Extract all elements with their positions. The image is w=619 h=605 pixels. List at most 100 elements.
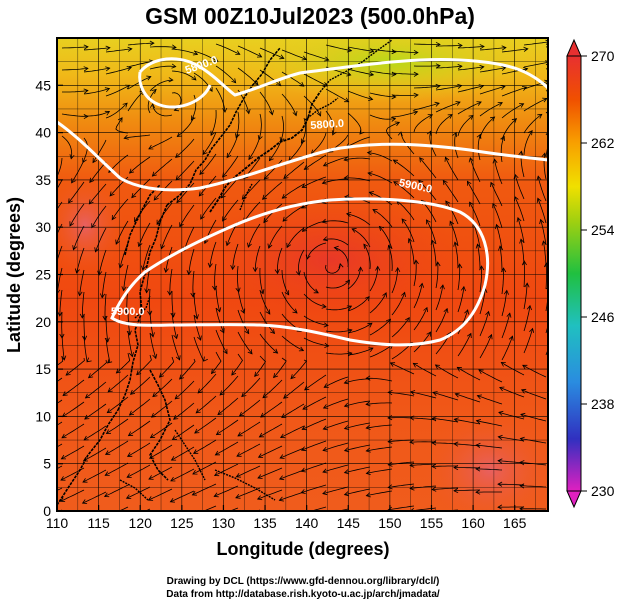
streamline xyxy=(57,399,63,404)
streamline-arrow xyxy=(501,65,507,71)
streamline xyxy=(83,335,88,362)
streamline xyxy=(477,244,481,270)
streamline-arrow xyxy=(551,133,555,138)
streamline-arrow xyxy=(88,199,94,205)
streamline xyxy=(432,392,459,401)
streamline-arrow xyxy=(413,71,419,77)
streamline-arrow xyxy=(60,454,66,460)
x-tick-label: 110 xyxy=(46,515,69,531)
streamline xyxy=(501,336,513,361)
streamline xyxy=(281,71,305,87)
streamline xyxy=(388,461,415,466)
streamline xyxy=(57,179,63,190)
streamline xyxy=(247,223,261,248)
streamline-arrow xyxy=(238,411,245,417)
streamline xyxy=(82,469,107,483)
streamline xyxy=(413,283,423,309)
streamline-arrow xyxy=(105,66,111,72)
streamline-arrow xyxy=(316,111,322,117)
streamline-arrow xyxy=(191,490,197,496)
streamline xyxy=(457,286,465,313)
streamline-arrow xyxy=(200,214,205,220)
streamline xyxy=(283,381,305,399)
streamline xyxy=(344,488,371,496)
streamline xyxy=(426,219,437,245)
streamline-arrow xyxy=(469,201,474,207)
streamline xyxy=(170,490,195,503)
streamline xyxy=(232,243,239,270)
streamline xyxy=(366,490,393,497)
streamline xyxy=(88,359,107,379)
streamline-arrow xyxy=(235,50,241,55)
streamline xyxy=(498,436,525,442)
x-tick-label: 155 xyxy=(420,515,444,531)
streamline-arrow xyxy=(65,370,71,376)
streamline xyxy=(301,484,327,494)
credit-line-2: Data from http://database.rish.kyoto-u.a… xyxy=(166,589,440,600)
streamline xyxy=(61,46,89,49)
streamline-arrow xyxy=(367,171,373,177)
streamline xyxy=(69,203,85,227)
streamline xyxy=(496,224,503,251)
streamline xyxy=(83,47,110,51)
streamline-arrow xyxy=(179,374,185,380)
streamline-arrow xyxy=(324,342,330,348)
streamline xyxy=(83,447,107,462)
streamline-arrow xyxy=(426,219,431,225)
streamline xyxy=(169,268,173,295)
streamline-arrow xyxy=(393,181,399,186)
streamline xyxy=(79,269,85,296)
y-tick-label: 30 xyxy=(35,219,51,235)
streamline-arrow xyxy=(401,291,406,297)
streamline-arrow xyxy=(168,77,174,83)
streamline xyxy=(95,227,107,252)
streamline-arrow xyxy=(401,218,407,224)
streamline xyxy=(215,65,236,84)
streamline xyxy=(366,468,393,474)
streamline xyxy=(71,159,85,184)
streamline xyxy=(322,464,349,473)
streamline xyxy=(175,160,195,181)
y-tick-label: 40 xyxy=(35,125,51,141)
streamline-arrow xyxy=(413,49,419,55)
streamline-arrow xyxy=(126,473,132,478)
x-tick-label: 150 xyxy=(378,515,402,531)
streamline xyxy=(116,352,131,374)
streamline xyxy=(479,116,495,139)
streamline-arrow xyxy=(278,496,284,502)
streamline-arrow xyxy=(38,517,43,521)
streamline xyxy=(457,333,472,357)
streamline xyxy=(258,445,283,458)
streamline-arrow xyxy=(392,159,399,165)
streamline-arrow xyxy=(256,495,263,501)
streamline xyxy=(388,245,393,272)
streamline-arrow xyxy=(281,413,287,418)
streamline xyxy=(303,95,321,117)
streamline xyxy=(171,291,174,317)
streamline-arrow xyxy=(346,71,352,77)
streamline-arrow xyxy=(549,308,553,312)
streamline-arrow xyxy=(171,44,177,50)
streamline xyxy=(199,153,217,175)
streamline-arrow xyxy=(490,181,495,188)
streamline-arrow xyxy=(77,291,83,297)
streamline-arrow xyxy=(193,314,199,320)
streamline xyxy=(142,244,151,270)
streamline-arrow xyxy=(457,43,463,49)
streamline xyxy=(325,110,335,136)
streamline-arrow xyxy=(152,353,158,360)
streamline xyxy=(101,271,107,298)
streamline xyxy=(457,309,469,335)
streamline-arrow xyxy=(222,348,228,355)
streamline-arrow xyxy=(235,472,241,478)
streamline xyxy=(302,220,327,232)
streamline xyxy=(175,138,195,158)
streamline-arrow xyxy=(536,175,542,181)
streamline xyxy=(497,483,525,486)
streamline-arrow xyxy=(495,223,500,230)
streamline-arrow xyxy=(343,425,350,430)
streamline-arrow xyxy=(219,390,225,396)
streamline-arrow xyxy=(186,270,192,276)
streamline-arrow xyxy=(503,289,509,295)
streamline xyxy=(279,469,305,480)
